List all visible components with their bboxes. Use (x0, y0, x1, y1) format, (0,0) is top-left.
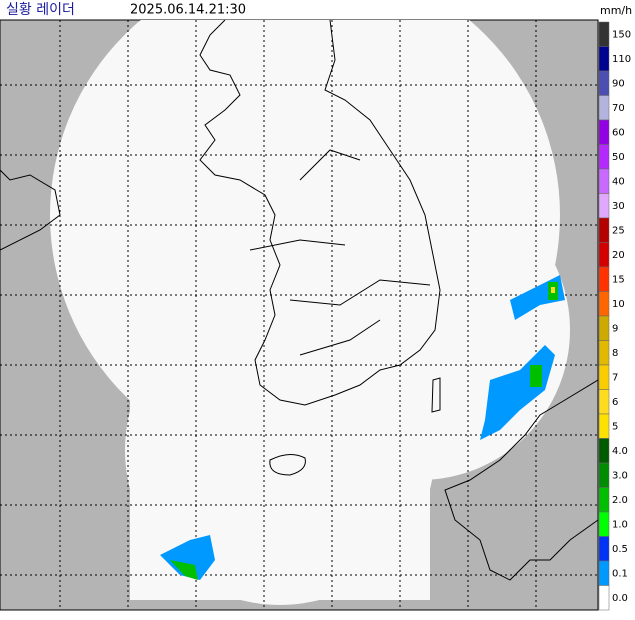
legend-label: 110 (612, 54, 631, 65)
title: 실황 레이더 (6, 2, 75, 18)
legend-swatch (598, 315, 610, 341)
legend-swatch (598, 193, 610, 219)
legend-swatch (598, 487, 610, 513)
legend-label: 5 (612, 421, 618, 432)
legend-label: 0.1 (612, 568, 628, 579)
timestamp: 2025.06.14.21:30 (130, 3, 246, 18)
legend-label: 9 (612, 323, 618, 334)
legend-label: 90 (612, 78, 625, 89)
legend-swatch (598, 364, 610, 390)
legend-swatch (598, 217, 610, 243)
legend-label: 3.0 (612, 470, 628, 481)
legend-label: 25 (612, 225, 625, 236)
legend-swatch (598, 242, 610, 268)
legend-label: 4.0 (612, 446, 628, 457)
legend-swatch (598, 585, 610, 611)
legend-label: 10 (612, 299, 625, 310)
legend-label: 7 (612, 372, 618, 383)
legend-label: 1.0 (612, 519, 628, 530)
legend-swatch (598, 413, 610, 439)
legend-label: 60 (612, 127, 625, 138)
coastline (0, 19, 599, 581)
legend-label: 15 (612, 274, 625, 285)
legend-label: 8 (612, 348, 618, 359)
legend-label: 2.0 (612, 495, 628, 506)
legend-label: 50 (612, 152, 625, 163)
legend-swatch (598, 462, 610, 488)
legend-swatch (598, 168, 610, 194)
legend-swatch (598, 560, 610, 586)
legend-swatch (598, 291, 610, 317)
legend-swatch (598, 144, 610, 170)
legend-label: 150 (612, 29, 631, 40)
unit: mm/h (600, 4, 632, 17)
legend-label: 70 (612, 103, 625, 114)
legend-swatch (598, 536, 610, 562)
legend-label: 0.0 (612, 593, 628, 604)
legend-label: 30 (612, 201, 625, 212)
legend: 150 110 90 70 60 50 40 30 25 20 15 10 9 8 7 6 5 4.0 3.0 2.0… (598, 21, 631, 611)
legend-swatch (598, 70, 610, 96)
map (0, 19, 599, 611)
legend-swatch (598, 389, 610, 415)
legend-swatch (598, 46, 610, 72)
legend-swatch (598, 95, 610, 121)
legend-swatch (598, 340, 610, 366)
legend-swatch (598, 511, 610, 537)
legend-label: 40 (612, 176, 625, 187)
legend-swatch (598, 266, 610, 292)
legend-label: 20 (612, 250, 625, 261)
legend-label: 6 (612, 397, 618, 408)
radar-echoes (160, 275, 565, 580)
legend-swatch (598, 119, 610, 145)
grid (0, 20, 598, 610)
legend-swatch (598, 438, 610, 464)
legend-label: 0.5 (612, 544, 628, 555)
legend-swatch (598, 21, 610, 47)
